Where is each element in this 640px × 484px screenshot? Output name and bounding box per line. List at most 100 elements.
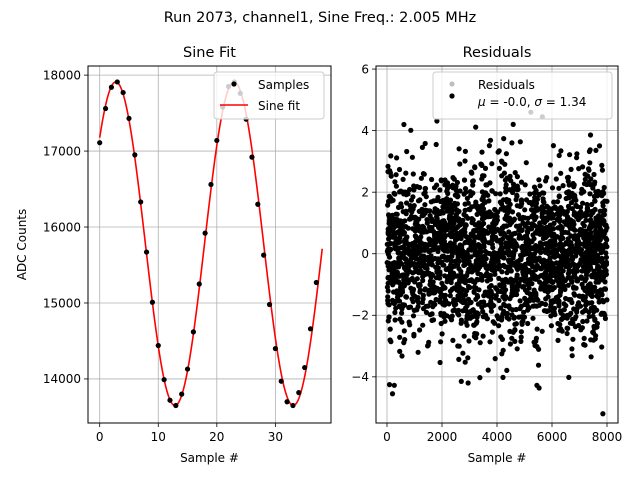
- residual-point: [497, 254, 503, 260]
- residual-point: [514, 192, 520, 198]
- residual-point: [527, 200, 533, 206]
- residual-point: [420, 322, 426, 328]
- residual-point: [417, 282, 423, 289]
- residual-point: [464, 251, 470, 257]
- residual-point: [491, 267, 497, 273]
- residual-point: [546, 284, 552, 290]
- residual-point: [441, 262, 447, 268]
- residual-point: [560, 235, 566, 241]
- residual-point: [388, 240, 394, 247]
- residual-point: [507, 341, 513, 347]
- residual-point: [457, 249, 463, 255]
- residual-point: [421, 253, 427, 259]
- residual-point: [471, 289, 477, 295]
- residual-point: [433, 220, 439, 226]
- residual-point: [572, 227, 578, 233]
- residual-point: [566, 182, 572, 188]
- sine-fit-line: [98, 81, 324, 407]
- residual-point: [559, 328, 565, 334]
- residual-point: [534, 297, 541, 303]
- residual-point: [385, 301, 391, 307]
- residual-point: [534, 207, 540, 213]
- residual-point: [400, 209, 406, 215]
- residual-point: [531, 287, 537, 293]
- residual-point: [561, 219, 567, 225]
- residual-point: [565, 241, 571, 247]
- residuals-title: Residuals: [463, 45, 532, 61]
- residual-point: [466, 247, 472, 253]
- residual-point: [544, 175, 550, 181]
- residual-point: [455, 256, 461, 262]
- residual-point: [465, 235, 471, 241]
- sample-point: [255, 201, 261, 207]
- residual-point: [405, 246, 411, 252]
- residual-outlier-point: [600, 411, 606, 417]
- residual-point: [394, 229, 400, 236]
- residual-point: [469, 204, 475, 210]
- residual-point: [504, 175, 510, 181]
- residual-point: [504, 217, 511, 223]
- residual-point: [523, 197, 530, 203]
- residual-point: [453, 213, 459, 219]
- residual-point: [394, 269, 400, 275]
- residual-point: [582, 211, 588, 217]
- residual-point: [533, 258, 540, 264]
- residual-point: [443, 257, 449, 263]
- residual-point: [499, 159, 505, 165]
- sample-point: [202, 230, 208, 236]
- residual-point: [392, 279, 398, 285]
- residual-point: [594, 237, 601, 243]
- residual-point: [465, 215, 471, 221]
- residual-point: [567, 152, 573, 158]
- residual-point: [458, 317, 464, 323]
- residual-point: [458, 378, 464, 384]
- residual-point: [447, 219, 453, 225]
- residual-point: [412, 279, 418, 285]
- residual-point: [472, 164, 478, 170]
- residual-point: [571, 291, 577, 297]
- residual-point: [573, 214, 580, 220]
- residual-point: [388, 226, 394, 232]
- residual-point: [493, 293, 499, 299]
- figure-suptitle: Run 2073, channel1, Sine Freq.: 2.005 MH…: [164, 10, 477, 26]
- residual-point: [507, 265, 513, 271]
- residuals-legend-marker: [449, 81, 455, 87]
- residual-point: [568, 297, 574, 303]
- residual-point: [456, 356, 462, 362]
- residual-point: [399, 254, 405, 260]
- residual-point: [537, 244, 544, 250]
- residual-point: [485, 274, 492, 280]
- residual-point: [438, 208, 445, 215]
- residual-point: [410, 194, 416, 200]
- residual-point: [473, 313, 479, 319]
- residual-point: [496, 297, 502, 304]
- residual-point: [499, 269, 505, 275]
- residual-point: [410, 270, 416, 276]
- sample-point: [278, 378, 284, 384]
- residual-point: [386, 236, 392, 242]
- residual-point: [545, 204, 551, 210]
- residual-point: [591, 284, 597, 291]
- residuals-x-tick-label: 4000: [482, 430, 513, 444]
- residual-point: [593, 189, 599, 195]
- residual-point: [503, 287, 509, 293]
- sample-point: [266, 301, 273, 308]
- residual-point: [397, 334, 403, 340]
- residual-point: [510, 185, 516, 191]
- residual-point: [438, 177, 444, 183]
- residual-point: [487, 251, 493, 257]
- residual-point: [574, 264, 580, 270]
- residual-point: [543, 269, 549, 275]
- residual-point: [410, 171, 416, 177]
- residual-point: [533, 214, 539, 220]
- residual-point: [506, 197, 512, 203]
- residual-point: [409, 209, 415, 215]
- residual-point: [468, 192, 474, 199]
- residual-point: [492, 214, 498, 220]
- residual-point: [462, 158, 468, 164]
- residual-point: [590, 329, 596, 335]
- residual-point: [530, 296, 536, 303]
- residual-point: [530, 303, 536, 309]
- residual-point: [447, 213, 453, 219]
- residual-point: [456, 146, 462, 152]
